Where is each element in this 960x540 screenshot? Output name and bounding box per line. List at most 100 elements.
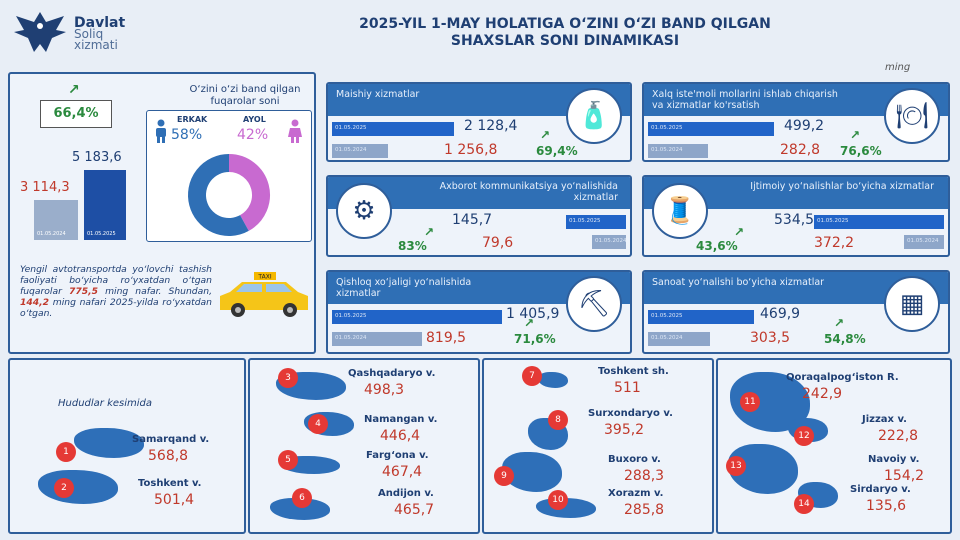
cleaning-supplies-icon: 🧴 — [566, 88, 622, 144]
summary-panel: ↗ 66,4% 3 114,3 01.05.2024 5 183,6 01.05… — [8, 72, 316, 354]
bar-2024-date: 01.05.2024 — [595, 238, 627, 244]
bar-2024: 01.05.2024 — [34, 200, 78, 240]
region-map-shape — [74, 428, 144, 458]
bar-2024-date: 01.05.2024 — [335, 335, 367, 341]
taxi-value-1: 775,5 — [68, 286, 99, 297]
region-value: 395,2 — [604, 422, 645, 438]
value-2024: 372,2 — [814, 235, 855, 251]
gender-box: ERKAK 58% AYOL 42% — [146, 110, 312, 242]
gender-title: O‘zini o‘zi band qilgan fuqarolar soni — [189, 84, 301, 107]
bar-2024-date: 01.05.2024 — [651, 335, 683, 341]
region-value: 135,6 — [866, 498, 907, 514]
bar-2025: 01.05.2025 — [332, 310, 502, 324]
logo-line1: Davlat — [74, 15, 126, 31]
bar-2024: 01.05.2024 — [648, 332, 710, 346]
eagle-logo-icon — [14, 12, 66, 52]
region-name: Samarqand v. — [132, 434, 210, 445]
region-number-badge: 2 — [54, 478, 74, 498]
sector-card-6: Sanoat yo‘nalishi bo‘yicha xizmatlar ▦ 01.… — [642, 270, 950, 354]
logo: Davlat Soliq xizmati — [8, 6, 158, 58]
region-name: Navoiy v. — [868, 454, 920, 465]
region-number-badge: 8 — [548, 410, 568, 430]
region-value: 511 — [614, 380, 641, 396]
bar-2024: 01.05.2024 — [332, 144, 388, 158]
female-pct: 42% — [237, 127, 269, 143]
bar-2025: 01.05.2025 — [814, 215, 944, 229]
taxi-text-3: ming nafari 2025-yilda ro‘yxatdan o‘tgan… — [20, 297, 213, 319]
value-2024: 1 256,8 — [444, 142, 498, 158]
bar-2024-date: 01.05.2024 — [37, 231, 66, 237]
region-value: 285,8 — [624, 502, 665, 518]
donut-slice-male — [188, 154, 249, 236]
region-name: Namangan v. — [364, 414, 438, 425]
sector-card-5: Qishloq xo‘jaligi yo‘nalishida xizmatlar… — [326, 270, 632, 354]
plate-cutlery-icon: 🍽 — [884, 88, 940, 144]
page-title: 2025-YIL 1-MAY HOLATIGA O‘ZINI O‘ZI BAND… — [359, 16, 771, 49]
region-value: 568,8 — [148, 448, 189, 464]
region-number-badge: 4 — [308, 414, 328, 434]
taxi-text-2: ming nafar. Shundan, — [105, 286, 213, 297]
growth-arrow-icon: ↗ — [524, 316, 535, 330]
value-2025: 469,9 — [760, 306, 801, 322]
growth-pct: 76,6% — [840, 144, 882, 158]
taxi-text-1: Yengil avtotransportda yo‘lovchi tashish… — [20, 264, 212, 297]
region-number-badge: 9 — [494, 466, 514, 486]
card-title: Axborot kommunikatsiya yo‘nalishida xizm… — [439, 181, 618, 203]
growth-arrow-icon: ↗ — [540, 128, 551, 142]
value-2025: 534,5 — [774, 212, 815, 228]
region-map-shape — [538, 372, 568, 388]
brick-wall-icon: ▦ — [884, 276, 940, 332]
value-2025: 2 128,4 — [464, 118, 518, 134]
region-name: Farg‘ona v. — [366, 450, 429, 461]
bar-2024: 01.05.2024 — [592, 235, 627, 249]
region-number-badge: 6 — [292, 488, 312, 508]
taxi-car-icon: TAXI — [220, 272, 308, 317]
male-pct: 58% — [171, 127, 203, 143]
region-name: Toshkent sh. — [598, 366, 669, 377]
bar-2025: 01.05.2025 — [84, 170, 126, 240]
region-value: 288,3 — [624, 468, 665, 484]
regions-panel-3 — [482, 358, 714, 534]
bar-2025-date: 01.05.2025 — [335, 125, 367, 131]
region-value: 467,4 — [382, 464, 423, 480]
region-map-shape — [38, 470, 118, 504]
region-value: 498,3 — [364, 382, 405, 398]
region-number-badge: 12 — [794, 426, 814, 446]
taxi-sign-text: TAXI — [257, 274, 271, 281]
region-number-badge: 14 — [794, 494, 814, 514]
bar-2025-date: 01.05.2025 — [87, 231, 116, 237]
value-2025: 1 405,9 — [506, 306, 560, 322]
region-name: Jizzax v. — [862, 414, 907, 425]
region-map-shape — [270, 498, 330, 520]
sector-card-4: Ijtimoiy yo‘nalishlar bo‘yicha xizmatlar… — [642, 175, 950, 257]
value-2025: 5 183,6 — [72, 150, 122, 165]
gender-donut-chart — [188, 154, 270, 236]
region-name: Andijon v. — [378, 488, 434, 499]
taxi-value-2: 144,2 — [20, 297, 50, 308]
female-icon — [288, 119, 302, 143]
region-number-badge: 3 — [278, 368, 298, 388]
region-value: 501,4 — [154, 492, 195, 508]
region-name: Buxoro v. — [608, 454, 661, 465]
card-title: Qishloq xo‘jaligi yo‘nalishida xizmatlar — [336, 277, 472, 299]
region-number-badge: 11 — [740, 392, 760, 412]
sector-card-3: Axborot kommunikatsiya yo‘nalishida xizm… — [326, 175, 632, 257]
region-number-badge: 5 — [278, 450, 298, 470]
bar-2025: 01.05.2025 — [648, 310, 754, 324]
growth-pct: 71,6% — [514, 332, 556, 346]
bar-2025: 01.05.2025 — [566, 215, 626, 229]
growth-arrow-icon: ↗ — [850, 128, 861, 142]
bar-2025: 01.05.2025 — [332, 122, 454, 136]
value-2025: 499,2 — [784, 118, 825, 134]
regions-title: Hududlar kesimida — [58, 398, 153, 409]
value-2024: 819,5 — [426, 330, 467, 346]
region-number-badge: 7 — [522, 366, 542, 386]
region-value: 154,2 — [884, 468, 925, 484]
card-title: Sanoat yo‘nalishi bo‘yicha xizmatlar — [652, 277, 825, 288]
region-name: Sirdaryo v. — [850, 484, 911, 495]
region-name: Qoraqalpog‘iston R. — [786, 372, 899, 383]
value-2024: 3 114,3 — [20, 180, 70, 195]
region-name: Toshkent v. — [138, 478, 202, 489]
bar-2024-date: 01.05.2024 — [651, 147, 683, 153]
value-2025: 145,7 — [452, 212, 493, 228]
